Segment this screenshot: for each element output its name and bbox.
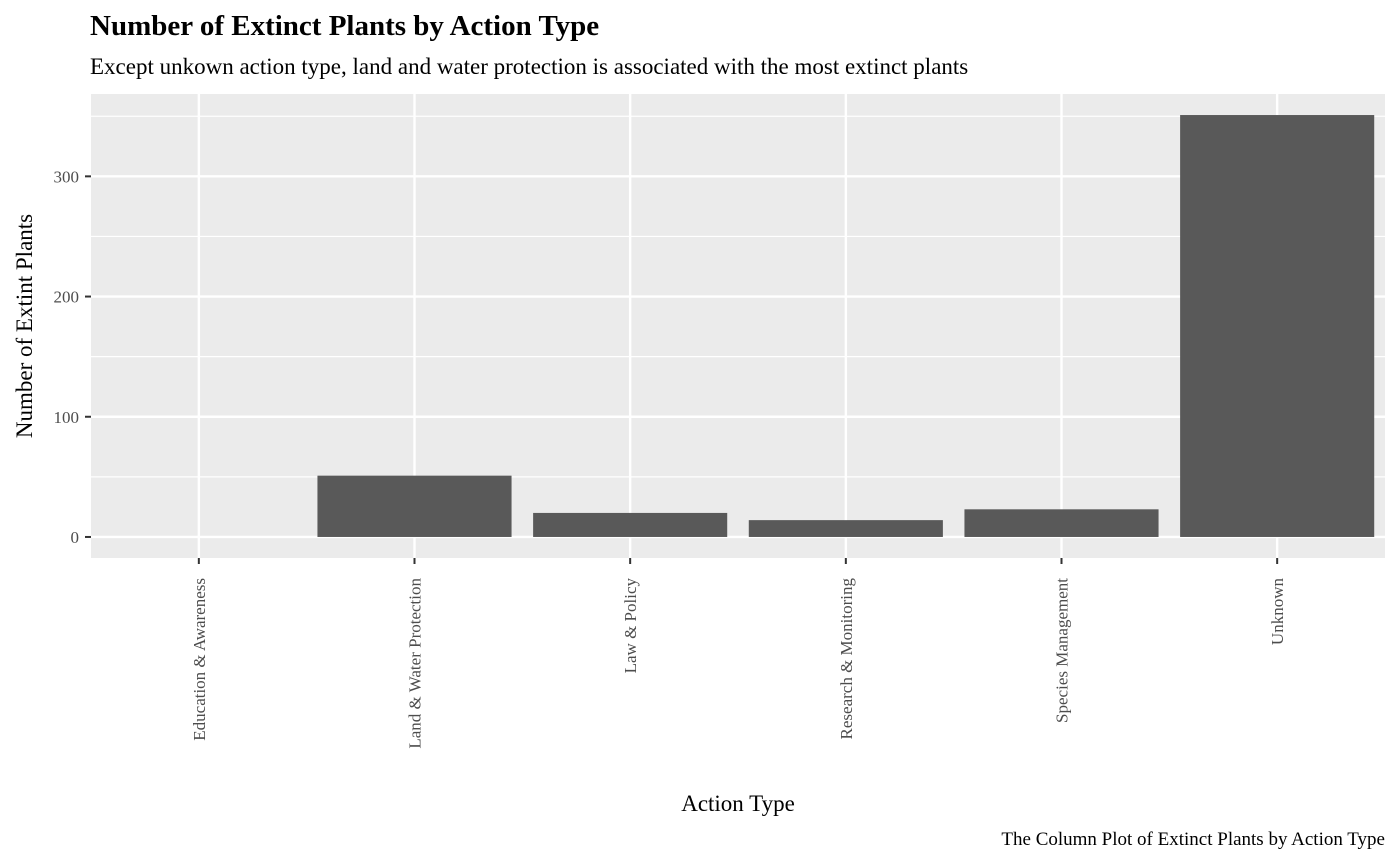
plot-panel bbox=[91, 94, 1385, 558]
x-tick-label: Law & Policy bbox=[621, 578, 640, 674]
x-tick-label: Unknown bbox=[1268, 578, 1287, 646]
x-tick-label: Species Management bbox=[1053, 578, 1072, 723]
bar bbox=[964, 509, 1159, 537]
y-tick-label: 200 bbox=[54, 288, 80, 307]
chart-title: Number of Extinct Plants by Action Type bbox=[90, 10, 599, 42]
chart-subtitle: Except unkown action type, land and wate… bbox=[90, 54, 968, 79]
y-tick-label: 0 bbox=[71, 528, 80, 547]
bars bbox=[317, 115, 1375, 537]
x-axis: Education & Awareness Land & Water Protec… bbox=[190, 558, 1287, 749]
bar bbox=[748, 520, 943, 537]
x-tick-label: Education & Awareness bbox=[190, 578, 209, 741]
y-tick-label: 100 bbox=[54, 408, 80, 427]
bar bbox=[533, 512, 728, 537]
grid-minor bbox=[91, 115, 1385, 478]
y-axis: 0 100 200 300 bbox=[54, 167, 91, 547]
y-axis-title: Number of Extint Plants bbox=[12, 214, 37, 438]
x-axis-title: Action Type bbox=[681, 791, 795, 816]
chart-caption: The Column Plot of Extinct Plants by Act… bbox=[1001, 829, 1385, 850]
x-tick-label: Research & Monitoring bbox=[837, 578, 856, 740]
y-tick-label: 300 bbox=[54, 167, 80, 186]
bar bbox=[1180, 115, 1375, 537]
bar bbox=[317, 475, 512, 537]
x-tick-label: Land & Water Protection bbox=[406, 578, 425, 749]
